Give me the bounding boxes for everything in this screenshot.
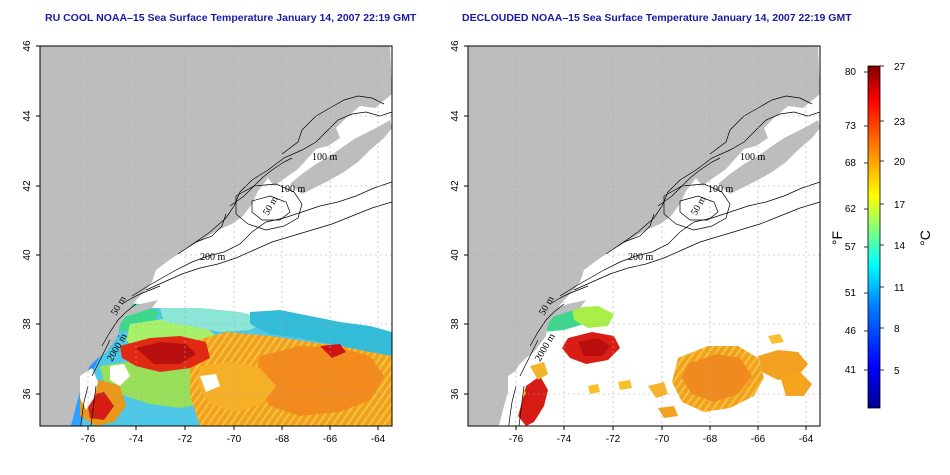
colorbar-c-label: 14 (894, 241, 906, 252)
colorbar-c-label: 23 (894, 117, 906, 128)
lon-tick-label: -68 (703, 434, 718, 445)
colorbar-f-label: 62 (845, 204, 857, 215)
lat-tick-label: 36 (22, 388, 33, 400)
contour-label-100m-b: 100 m (280, 184, 306, 195)
colorbar-c-label: 17 (894, 200, 906, 211)
lat-tick-label: 40 (22, 249, 33, 261)
lon-tick-label: -72 (606, 434, 621, 445)
lat-tick-label: 38 (450, 318, 461, 330)
lon-tick-label: -68 (275, 434, 290, 445)
lon-tick-label: -70 (655, 434, 670, 445)
lon-tick-marks (87, 426, 379, 430)
lat-tick-label: 36 (450, 388, 461, 400)
lat-tick-label: 44 (22, 110, 33, 122)
lon-tick-label: -64 (371, 434, 386, 445)
lat-tick-label: 40 (450, 249, 461, 261)
lon-tick-label: -64 (799, 434, 814, 445)
colorbar-gradient (867, 65, 881, 409)
lat-tick-label: 42 (450, 180, 461, 192)
lon-tick-label: -76 (509, 434, 524, 445)
map-gridlines (468, 46, 820, 426)
lon-tick-label: -66 (323, 434, 338, 445)
map-title-left: RU COOL NOAA–15 Sea Surface Temperature … (45, 12, 417, 24)
colorbar-c-tick-marks (880, 65, 884, 371)
colorbar-f-tick-marks (864, 71, 868, 371)
colorbar-f-label: 51 (845, 288, 857, 299)
colorbar-c-label: 27 (894, 62, 906, 73)
map-gridlines (40, 46, 392, 426)
colorbar-f-label: 46 (845, 326, 857, 337)
lon-tick-label: -66 (751, 434, 766, 445)
lat-tick-label: 46 (450, 40, 461, 52)
lat-tick-marks (464, 45, 468, 395)
colorbar-f-unit: °F (829, 231, 845, 245)
colorbar-f-label: 80 (845, 67, 857, 78)
temperature-colorbar: 80 73 68 62 57 51 46 41 27 23 20 17 14 1… (829, 62, 933, 409)
colorbar-c-label: 20 (894, 157, 906, 168)
map-panel-right: 100 m 100 m 50 m 200 m 50 m 2000 m 46 44… (450, 40, 821, 445)
lat-tick-label: 42 (22, 180, 33, 192)
colorbar-c-unit: °C (917, 230, 933, 246)
lon-tick-label: -74 (557, 434, 572, 445)
contour-label-200m: 200 m (628, 252, 654, 263)
contour-label-200m: 200 m (200, 252, 226, 263)
lat-tick-label: 44 (450, 110, 461, 122)
colorbar-f-label: 57 (845, 242, 857, 253)
lon-tick-label: -72 (178, 434, 193, 445)
contour-label-100m-a: 100 m (740, 152, 766, 163)
contour-label-100m-b: 100 m (708, 184, 734, 195)
lat-tick-marks (36, 45, 40, 395)
contour-label-100m-a: 100 m (312, 152, 338, 163)
lat-tick-label: 38 (22, 318, 33, 330)
colorbar-f-label: 73 (845, 121, 857, 132)
lon-tick-label: -76 (81, 434, 96, 445)
colorbar-c-label: 8 (894, 324, 900, 335)
lon-tick-label: -74 (129, 434, 144, 445)
map-panel-left: 100 m 100 m 50 m 200 m 50 m 2000 m 46 44… (22, 40, 393, 445)
colorbar-c-label: 11 (894, 283, 905, 294)
lon-tick-label: -70 (227, 434, 242, 445)
map-frame (39, 45, 393, 427)
map-frame (467, 45, 821, 427)
colorbar-f-label: 41 (845, 365, 857, 376)
lon-tick-marks (515, 426, 807, 430)
colorbar-c-label: 5 (894, 366, 900, 377)
map-title-right: DECLOUDED NOAA–15 Sea Surface Temperatur… (462, 12, 852, 24)
lat-tick-label: 46 (22, 40, 33, 52)
colorbar-f-label: 68 (845, 158, 857, 169)
